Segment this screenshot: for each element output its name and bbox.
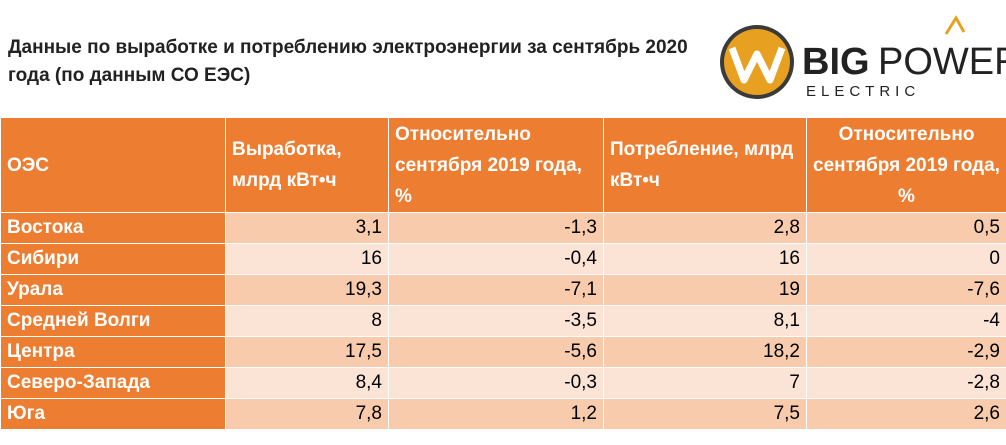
cell: -7,6	[806, 274, 1006, 306]
cell: 2,6	[806, 398, 1006, 430]
column-header: Потребление, млрд кВт•ч	[603, 117, 807, 213]
cell: -4	[806, 305, 1006, 337]
column-header: Относительно сентября 2019 года, %	[806, 117, 1006, 213]
cell: 16	[225, 243, 389, 275]
cell: 18,2	[603, 336, 807, 368]
table-row: Юга 7,8 1,2 7,5 2,6	[0, 398, 1006, 430]
logo-w	[728, 46, 786, 84]
logo-big: BIG	[802, 41, 870, 83]
cell: -2,8	[806, 367, 1006, 399]
cell: 8,1	[603, 305, 807, 337]
table-row: Урала 19,3 -7,1 19 -7,6	[0, 274, 1006, 306]
row-header: Востока	[0, 212, 226, 244]
table-row: Центра 17,5 -5,6 18,2 -2,9	[0, 336, 1006, 368]
cell: 0,5	[806, 212, 1006, 244]
logo: BIG POWER ELECTRIC	[720, 15, 1006, 100]
cell: 7,5	[603, 398, 807, 430]
data-table: ОЭС Выработка, млрд кВт•ч Относительно сен…	[0, 117, 1006, 430]
cell: -1,3	[388, 212, 604, 244]
column-header: Относительно сентября 2019 года, %	[388, 117, 604, 213]
column-header: ОЭС	[0, 117, 226, 213]
cell: -0,3	[388, 367, 604, 399]
logo-power: POWER	[878, 41, 1006, 83]
cell: -5,6	[388, 336, 604, 368]
row-header: Юга	[0, 398, 226, 430]
cell: 16	[603, 243, 807, 275]
cell: 2,8	[603, 212, 807, 244]
cell: 19	[603, 274, 807, 306]
row-header: Средней Волги	[0, 305, 226, 337]
logo-arrow	[944, 15, 966, 35]
cell: -7,1	[388, 274, 604, 306]
column-header: Выработка, млрд кВт•ч	[225, 117, 389, 213]
cell: -2,9	[806, 336, 1006, 368]
cell: 3,1	[225, 212, 389, 244]
row-header: Северо-Запада	[0, 367, 226, 399]
title: Данные по выработке и потреблению электр…	[8, 37, 688, 86]
cell: 19,3	[225, 274, 389, 306]
table-row: Средней Волги 8 -3,5 8,1 -4	[0, 305, 1006, 337]
cell: 8,4	[225, 367, 389, 399]
table-row: Северо-Запада 8,4 -0,3 7 -2,8	[0, 367, 1006, 399]
cell: 1,2	[388, 398, 604, 430]
cell: 0	[806, 243, 1006, 275]
row-header: Урала	[0, 274, 226, 306]
cell: -0,4	[388, 243, 604, 275]
row-header: Сибири	[0, 243, 226, 275]
row-header: Центра	[0, 336, 226, 368]
cell: -3,5	[388, 305, 604, 337]
logo-electric: ELECTRIC	[806, 83, 920, 100]
cell: 8	[225, 305, 389, 337]
cell: 7,8	[225, 398, 389, 430]
cell: 17,5	[225, 336, 389, 368]
table-row: Сибири 16 -0,4 16 0	[0, 243, 1006, 275]
cell: 7	[603, 367, 807, 399]
table-row: Востока 3,1 -1,3 2,8 0,5	[0, 212, 1006, 244]
